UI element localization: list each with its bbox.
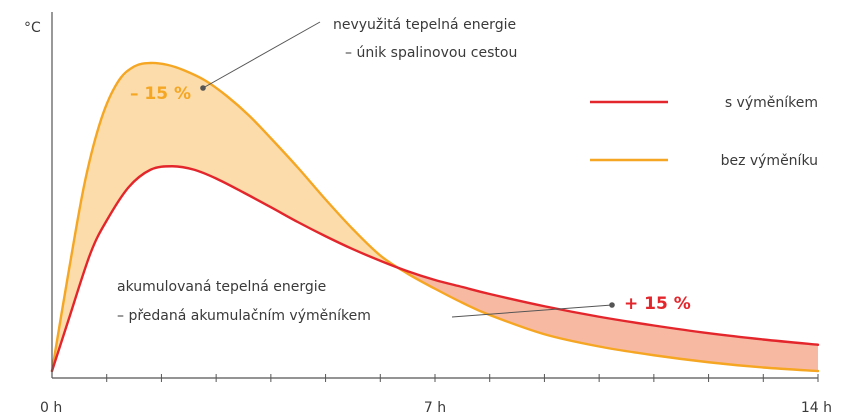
loss-annotation: nevyužitá tepelná energie – únik spalino…: [130, 17, 517, 104]
gain-pointer-line: [451, 304, 613, 318]
y-axis-label: °C: [24, 20, 41, 36]
gain-annotation-line-1: akumulovaná tepelná energie: [117, 279, 326, 295]
series-lines: [50, 61, 820, 373]
series-line-without-exchanger: [50, 61, 820, 373]
loss-area: [52, 63, 400, 371]
loss-pointer-dot: [200, 85, 206, 91]
gain-annotation: akumulovaná tepelná energie – předaná ak…: [117, 279, 691, 324]
series-line-with-exchanger: [50, 165, 820, 373]
legend-label-without-exchanger: bez výměníku: [721, 153, 818, 169]
loss-pointer-line: [202, 21, 321, 89]
x-ticks: 0 h 7 h 14 h: [40, 374, 832, 416]
x-tick-label: 0 h: [40, 400, 62, 416]
loss-percentage: – 15 %: [130, 84, 191, 104]
legend-label-with-exchanger: s výměníkem: [725, 95, 818, 111]
gain-percentage: + 15 %: [624, 294, 691, 314]
loss-annotation-line-1: nevyužitá tepelná energie: [333, 17, 516, 33]
loss-annotation-line-2: – únik spalinovou cestou: [345, 45, 517, 61]
gain-annotation-line-2: – předaná akumulačním výměníkem: [117, 308, 371, 324]
axes: 0 h 7 h 14 h °C: [24, 12, 832, 416]
area-fills: [52, 63, 818, 371]
x-tick-label: 14 h: [801, 400, 832, 416]
x-tick-label: 7 h: [424, 400, 446, 416]
gain-pointer-dot: [609, 302, 615, 308]
legend: s výměníkem bez výměníku: [590, 95, 818, 169]
